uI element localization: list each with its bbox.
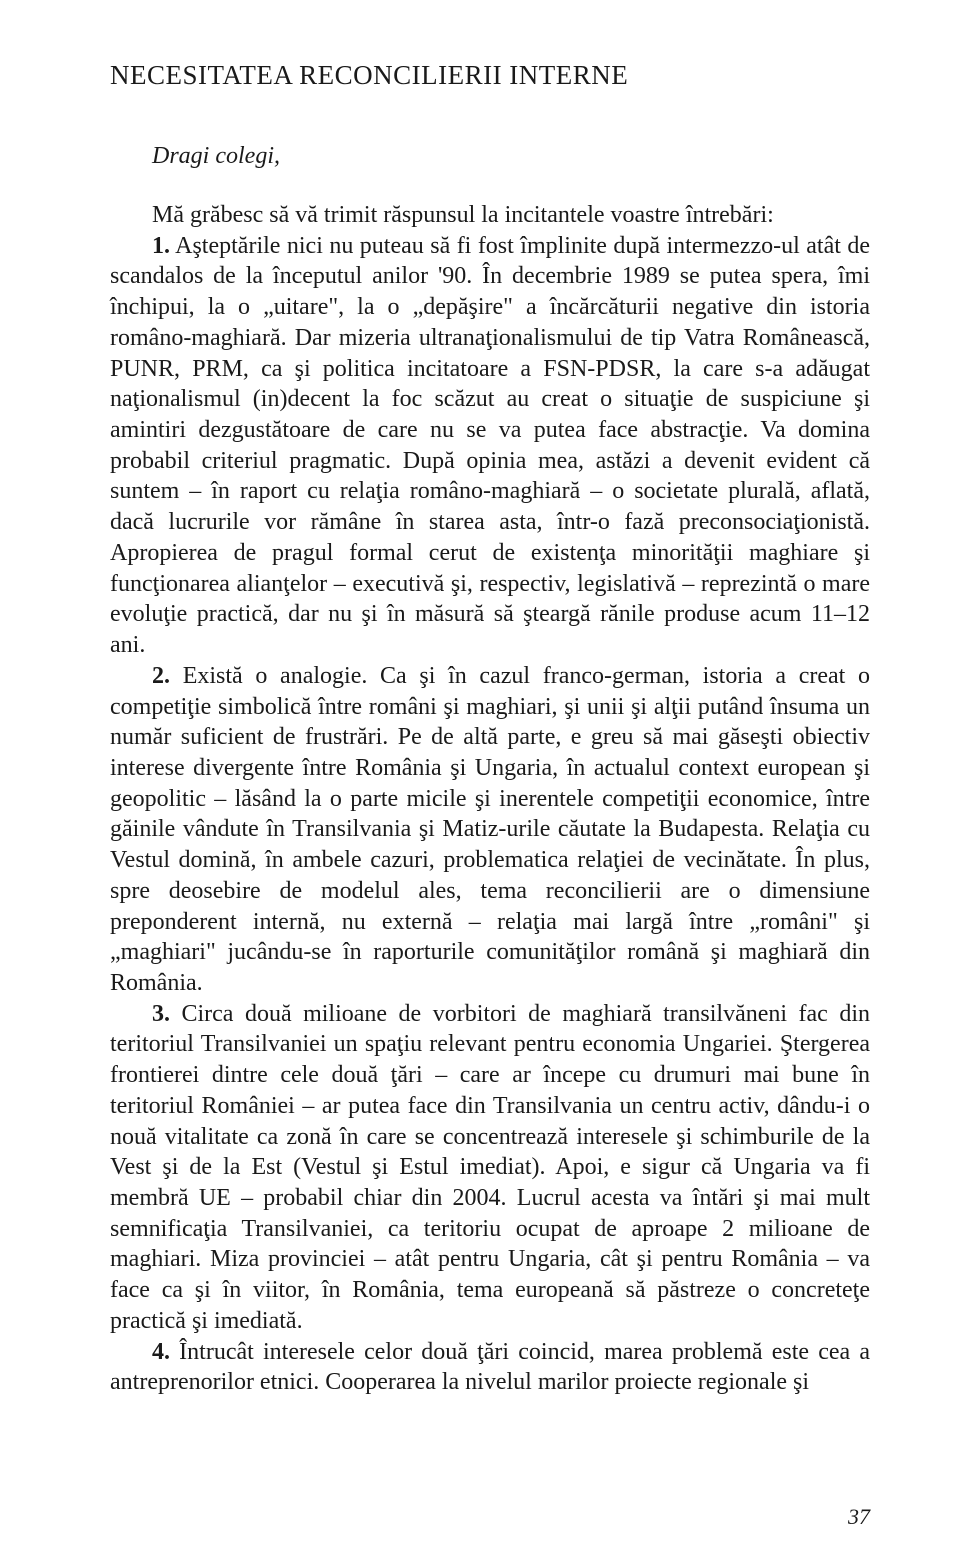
paragraph-1-text: Aşteptările nici nu puteau să fi fost îm… <box>110 233 870 658</box>
paragraph-1: 1. Aşteptările nici nu puteau să fi fost… <box>110 231 870 661</box>
item-number-2: 2. <box>152 663 170 689</box>
paragraph-2-text: Există o analogie. Ca şi în cazul franco… <box>110 663 870 996</box>
paragraph-3-text: Circa două milioane de vorbitori de magh… <box>110 1001 870 1334</box>
paragraph-4: 4. Întrucât interesele celor două ţări c… <box>110 1337 870 1398</box>
salutation: Dragi colegi, <box>110 143 870 170</box>
item-number-1: 1. <box>152 233 170 259</box>
paragraph-2: 2. Există o analogie. Ca şi în cazul fra… <box>110 661 870 999</box>
document-title: NECESITATEA RECONCILIERII INTERNE <box>110 60 870 91</box>
item-number-3: 3. <box>152 1001 170 1027</box>
document-page: NECESITATEA RECONCILIERII INTERNE Dragi … <box>0 0 960 1566</box>
item-number-4: 4. <box>152 1339 170 1365</box>
paragraph-lead: Mă grăbesc să vă trimit răspunsul la inc… <box>110 200 870 231</box>
paragraph-3: 3. Circa două milioane de vorbitori de m… <box>110 999 870 1337</box>
page-number: 37 <box>848 1504 870 1530</box>
paragraph-4-text: Întrucât interesele celor două ţări coin… <box>110 1339 870 1396</box>
